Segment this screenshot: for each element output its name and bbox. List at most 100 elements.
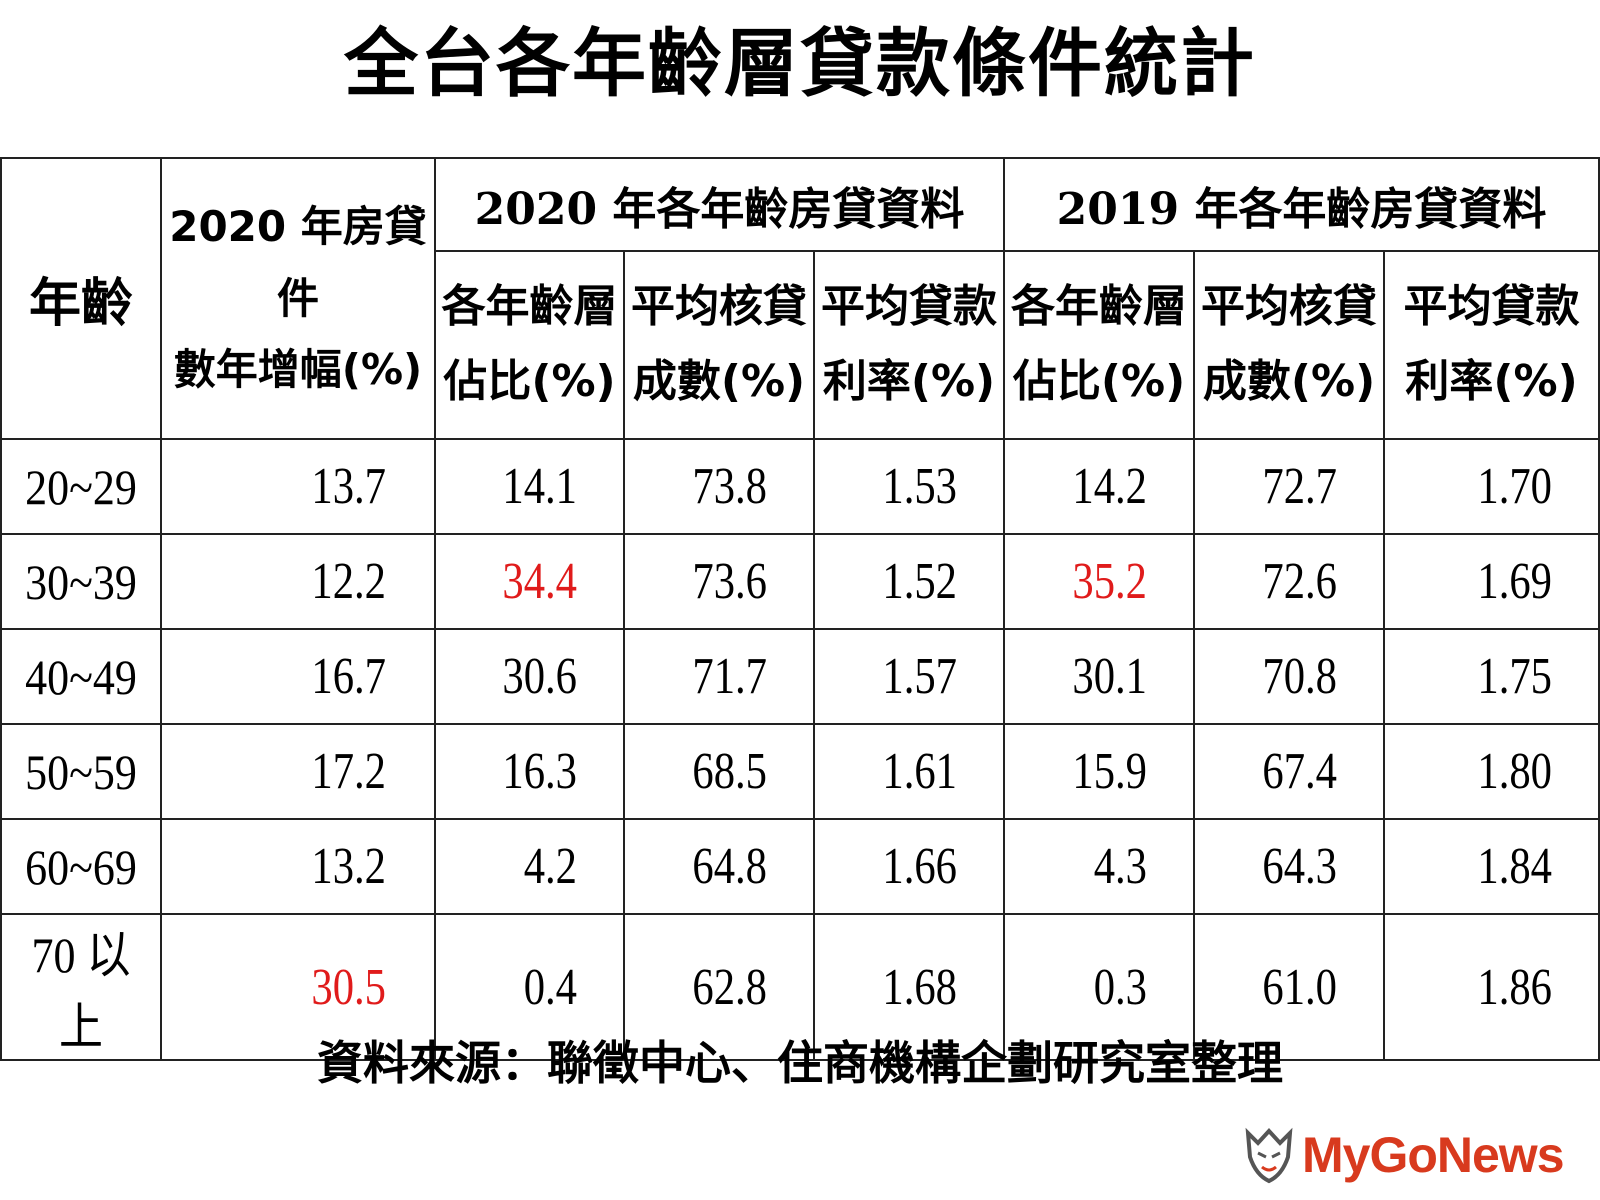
value-text: 0.4 [523, 958, 577, 1016]
value-cell: 12.2 [160, 533, 436, 630]
value-cell: 0.4 [434, 913, 625, 1061]
header-increase: 2020 年房貸件 數年增幅(%) [160, 157, 436, 440]
value-text: 30.1 [1072, 648, 1148, 705]
table-row: 50~59 17.2 16.3 68.5 1.61 15.9 67.4 1.80 [1, 723, 1600, 820]
header-group-2020: 2020 年各年齡房貸資料 [433, 157, 1006, 252]
value-text: 72.7 [1262, 458, 1338, 515]
header-increase-line2: 數年增幅(%) [173, 345, 423, 395]
value-cell: 1.86 [1383, 913, 1600, 1061]
value-text: 73.6 [692, 553, 767, 610]
value-text: 1.53 [882, 458, 958, 515]
header-group-2019-year: 2019 [1056, 183, 1180, 235]
value-text: 1.86 [1477, 958, 1553, 1016]
page-title: 全台各年齡層貸款條件統計 [344, 21, 1256, 107]
value-cell: 16.7 [160, 628, 436, 725]
header-group-2019-label: 年各年齡房貸資料 [1194, 183, 1547, 235]
value-cell: 1.66 [812, 818, 1006, 915]
value-text: 1.80 [1477, 743, 1553, 800]
age-cell: 60~69 [9, 818, 153, 915]
header-sub-line2: 成數(%) [632, 356, 806, 407]
value-cell: 1.53 [812, 438, 1006, 535]
value-text: 70.8 [1262, 648, 1338, 705]
value-cell: 64.3 [1193, 818, 1386, 915]
age-cell: 30~39 [9, 533, 153, 630]
value-cell: 16.3 [434, 723, 625, 820]
value-text: 16.7 [311, 648, 386, 705]
value-cell: 61.0 [1193, 913, 1386, 1061]
value-text: 1.57 [882, 648, 958, 705]
value-text: 30.6 [502, 648, 577, 705]
header-group-2019: 2019 年各年齡房貸資料 [1003, 157, 1600, 252]
value-text: 17.2 [311, 743, 386, 800]
table-body: 20~29 13.7 14.1 73.8 1.53 14.2 72.7 1.70 30~39 12… [1, 438, 1600, 1061]
value-text: 13.7 [311, 458, 386, 515]
value-text: 4.3 [1093, 838, 1148, 895]
value-cell: 1.70 [1383, 438, 1600, 535]
value-cell: 64.8 [623, 818, 815, 915]
value-text: 13.2 [311, 838, 386, 895]
value-text: 35.2 [1072, 553, 1148, 610]
mygonews-logo: MyGoNews [1242, 1120, 1582, 1190]
value-text: 1.52 [882, 553, 958, 610]
value-text: 1.70 [1477, 458, 1553, 515]
header-sub-line1: 各年齡層 [441, 281, 618, 333]
value-text: 1.84 [1477, 838, 1553, 895]
value-cell: 35.2 [1003, 533, 1196, 630]
header-2020-share: 各年齡層 佔比(%) [434, 250, 625, 440]
age-cell: 50~59 [9, 723, 153, 820]
value-cell: 30.6 [434, 628, 625, 725]
header-sub-line2: 佔比(%) [1012, 356, 1186, 407]
table-row: 60~69 13.2 4.2 64.8 1.66 4.3 64.3 1.84 [1, 818, 1600, 915]
age-cell: 70 以上 [9, 913, 153, 1061]
header-sub-line1: 平均貸款 [821, 281, 998, 333]
value-text: 14.1 [502, 458, 577, 515]
header-sub-line2: 利率(%) [1405, 356, 1578, 407]
value-cell: 30.1 [1003, 628, 1196, 725]
value-cell: 67.4 [1193, 723, 1386, 820]
value-text: 61.0 [1262, 958, 1338, 1016]
value-cell: 62.8 [623, 913, 815, 1061]
value-cell: 68.5 [623, 723, 815, 820]
value-cell: 34.4 [434, 533, 625, 630]
header-2019-rate: 平均貸款 利率(%) [1383, 250, 1600, 440]
value-cell: 72.6 [1193, 533, 1386, 630]
value-text: 67.4 [1262, 743, 1338, 800]
value-cell: 13.2 [160, 818, 436, 915]
value-cell: 73.6 [623, 533, 815, 630]
value-cell: 1.57 [812, 628, 1006, 725]
header-sub-line1: 各年齡層 [1011, 281, 1188, 333]
value-cell: 0.3 [1003, 913, 1196, 1061]
table-row: 20~29 13.7 14.1 73.8 1.53 14.2 72.7 1.70 [1, 438, 1600, 535]
header-2020-rate: 平均貸款 利率(%) [812, 250, 1006, 440]
value-text: 1.75 [1477, 648, 1553, 705]
header-2019-ltv: 平均核貸 成數(%) [1193, 250, 1386, 440]
value-text: 0.3 [1093, 958, 1148, 1016]
value-text: 15.9 [1072, 743, 1148, 800]
value-cell: 1.61 [812, 723, 1006, 820]
age-cell: 20~29 [9, 438, 153, 535]
logo-mask-icon [1245, 1127, 1293, 1184]
value-text: 1.69 [1477, 553, 1553, 610]
source-note: 資料來源：聯徵中心、住商機構企劃研究室整理 [317, 1036, 1283, 1090]
value-cell: 17.2 [160, 723, 436, 820]
value-cell: 4.2 [434, 818, 625, 915]
value-cell: 14.1 [434, 438, 625, 535]
table-row: 40~49 16.7 30.6 71.7 1.57 30.1 70.8 1.75 [1, 628, 1600, 725]
value-cell: 73.8 [623, 438, 815, 535]
value-text: 62.8 [692, 958, 767, 1016]
value-cell: 30.5 [160, 913, 436, 1061]
value-cell: 1.80 [1383, 723, 1600, 820]
header-sub-line2: 佔比(%) [443, 356, 616, 407]
header-increase-line1: 2020 年房貸件 [169, 202, 427, 323]
header-2019-share: 各年齡層 佔比(%) [1003, 250, 1196, 440]
table-row: 30~39 12.2 34.4 73.6 1.52 35.2 72.6 1.69 [1, 533, 1600, 630]
header-sub-line2: 成數(%) [1202, 356, 1376, 407]
value-text: 64.8 [692, 838, 767, 895]
table-row: 70 以上 30.5 0.4 62.8 1.68 0.3 61.0 1.86 [1, 913, 1600, 1061]
header-group-2020-label: 年各年齡房貸資料 [612, 183, 965, 235]
value-text: 1.66 [882, 838, 958, 895]
value-cell: 1.75 [1383, 628, 1600, 725]
value-cell: 70.8 [1193, 628, 1386, 725]
value-text: 73.8 [692, 458, 767, 515]
value-text: 34.4 [502, 553, 577, 610]
